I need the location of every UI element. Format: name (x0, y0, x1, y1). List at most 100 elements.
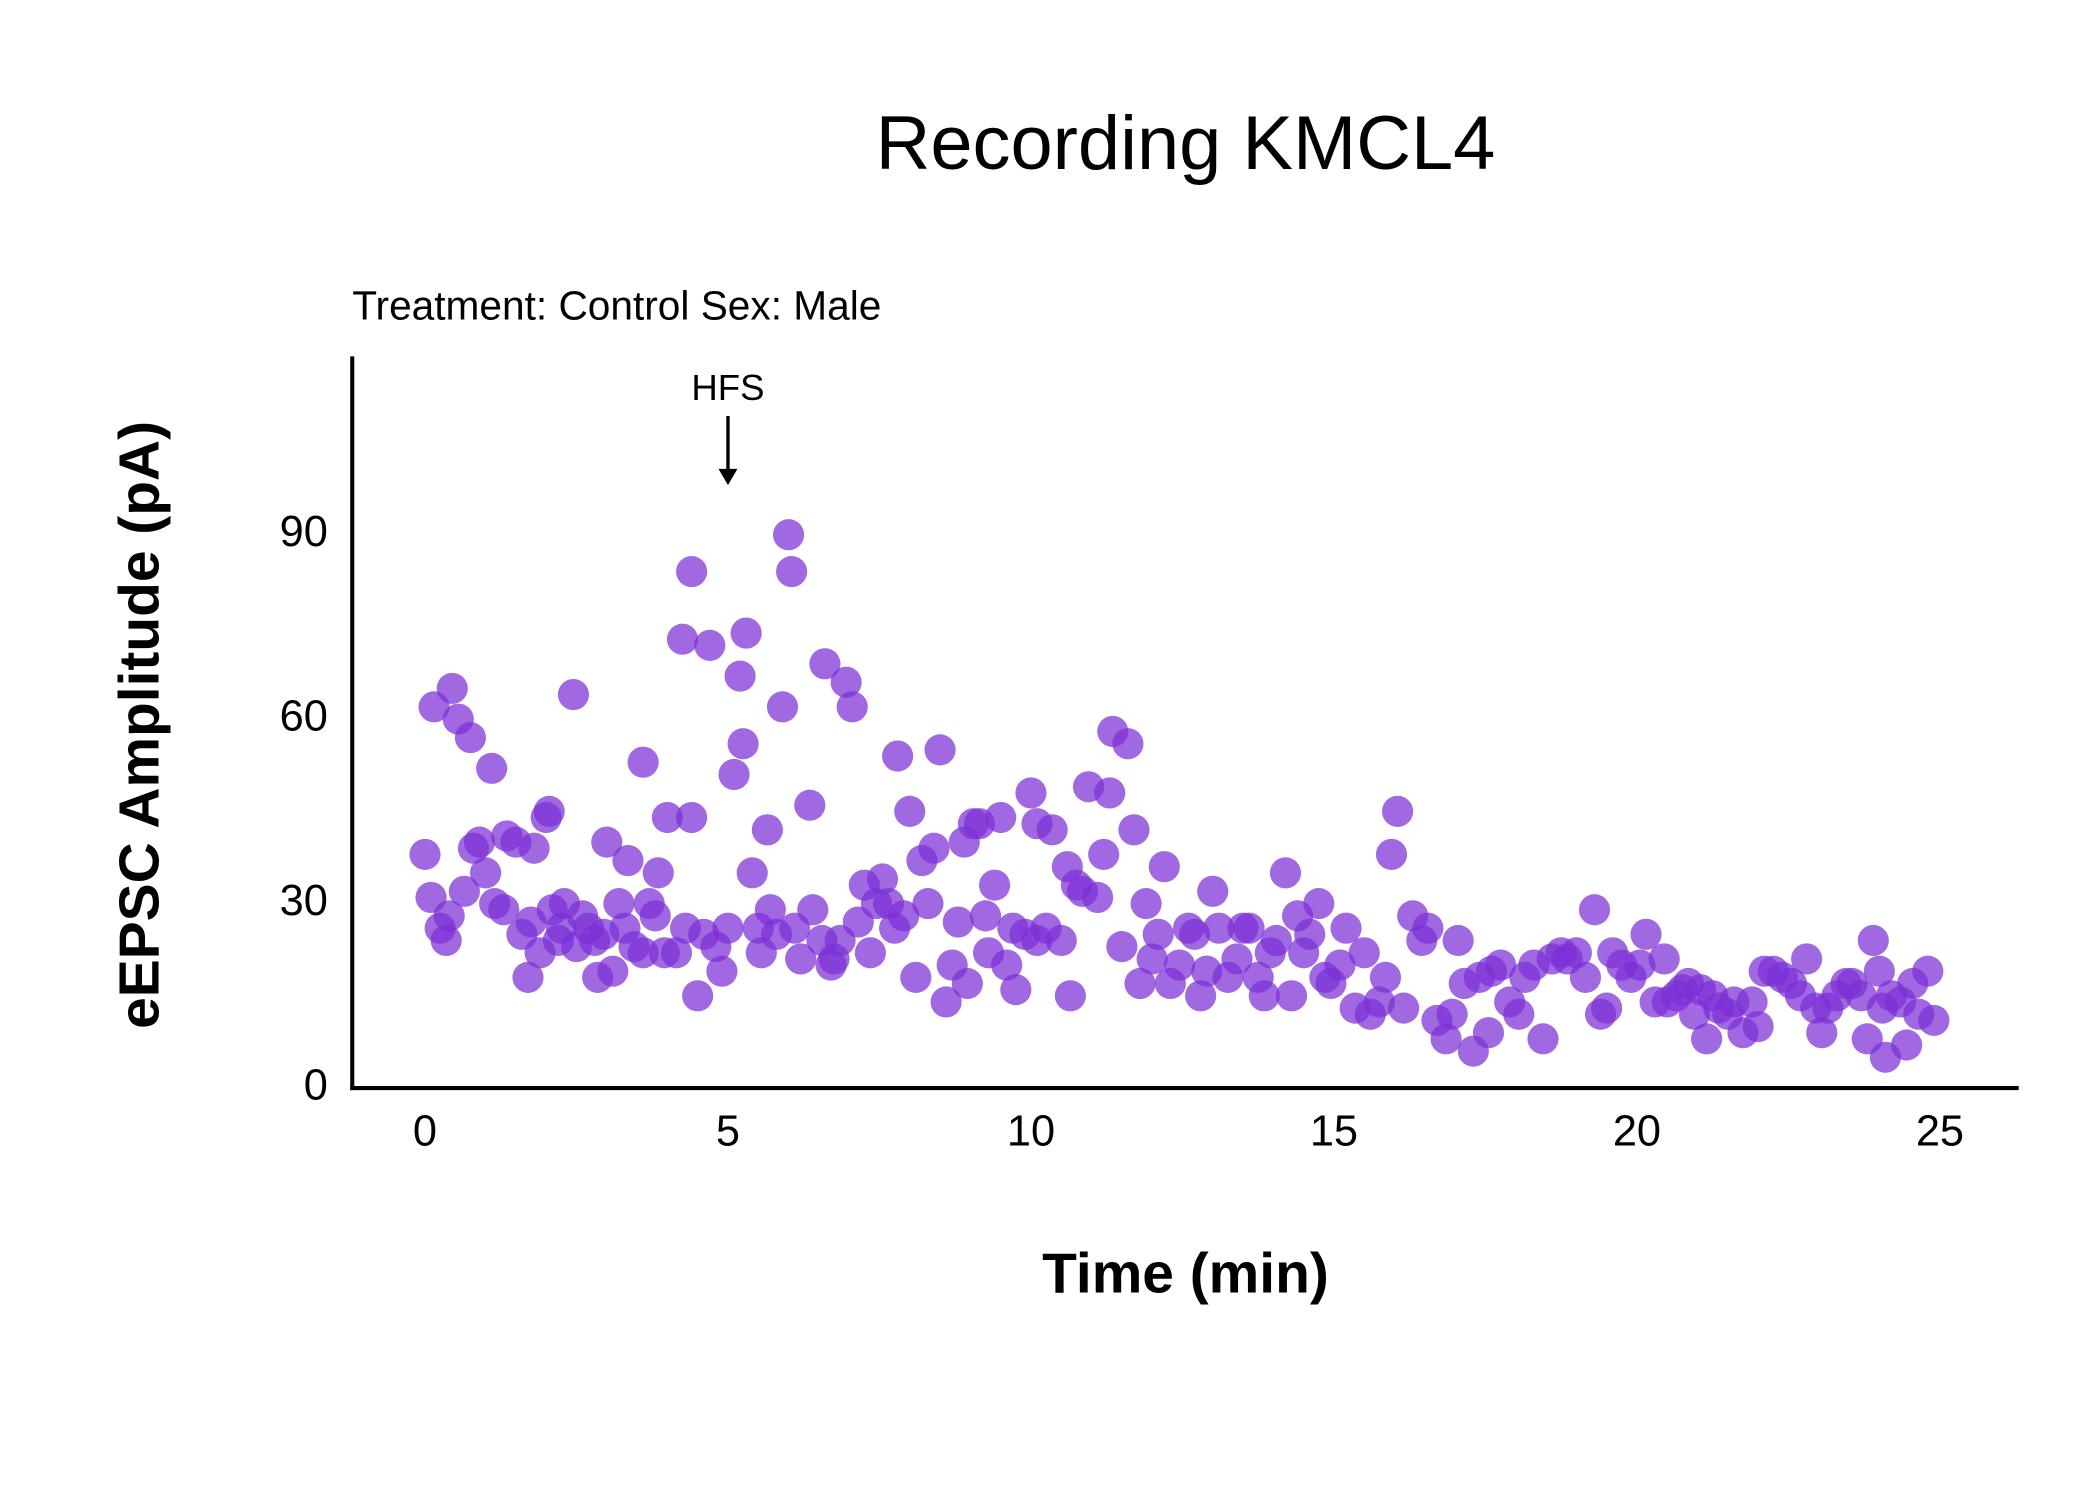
data-point (469, 857, 502, 889)
data-point (1648, 943, 1680, 975)
data-point (766, 691, 799, 723)
data-point (1000, 974, 1032, 1006)
data-point (736, 857, 768, 889)
data-point (1130, 888, 1162, 920)
data-point (1106, 931, 1138, 963)
data-point (512, 961, 544, 993)
x-tick-label: 15 (1310, 1108, 1358, 1156)
data-point (1233, 912, 1265, 944)
data-point (1045, 924, 1077, 957)
data-point (751, 814, 783, 846)
data-point (463, 826, 496, 858)
x-axis-label: Time (min) (1042, 1242, 1329, 1306)
data-point (448, 875, 480, 907)
data-point (1054, 980, 1086, 1012)
data-point (591, 826, 623, 858)
data-point (1197, 875, 1229, 907)
data-point (991, 949, 1023, 981)
data-point (1691, 1023, 1723, 1055)
data-point (1863, 955, 1895, 987)
data-point (930, 986, 962, 1018)
data-point (1485, 949, 1517, 981)
data-point (794, 789, 826, 821)
data-point (1381, 795, 1414, 827)
data-point (627, 746, 659, 778)
data-point (454, 722, 487, 754)
data-point (1124, 967, 1156, 1000)
data-point (772, 519, 805, 551)
data-point (1791, 943, 1823, 975)
y-axis-label: eEPSC Amplitude (pA) (108, 421, 172, 1029)
data-point (1082, 881, 1114, 914)
data-point (488, 894, 520, 926)
x-tick-label: 10 (1007, 1108, 1055, 1156)
chart-subtitle: Treatment: Control Sex: Male (352, 283, 881, 329)
data-point (985, 801, 1017, 834)
data-point (1269, 857, 1302, 889)
data-point (1112, 728, 1144, 760)
data-point (1472, 1017, 1505, 1049)
data-point (1185, 980, 1217, 1012)
y-tick-label: 60 (280, 693, 328, 741)
data-point (1178, 918, 1211, 950)
data-point (1369, 961, 1402, 993)
data-point (676, 556, 708, 588)
data-point (1303, 888, 1335, 920)
data-point (1203, 912, 1235, 944)
data-point (1142, 918, 1174, 950)
data-point (1527, 1023, 1559, 1055)
x-tick-label: 0 (413, 1108, 437, 1156)
data-point (603, 888, 635, 920)
data-point (1163, 949, 1196, 981)
data-point (1569, 961, 1602, 993)
data-point (1118, 814, 1150, 846)
data-point (1363, 986, 1395, 1018)
data-point (1294, 918, 1326, 950)
data-point (1560, 937, 1592, 969)
data-point (518, 832, 550, 864)
data-point (1857, 924, 1889, 957)
data-point (666, 623, 699, 655)
data-point (1348, 937, 1380, 969)
data-point (1388, 992, 1420, 1024)
data-point (754, 894, 786, 926)
data-point (918, 832, 950, 864)
data-point (888, 900, 920, 932)
data-point (718, 758, 750, 791)
data-point (1221, 943, 1253, 975)
annotation-arrowhead (718, 468, 738, 486)
data-point (533, 795, 565, 827)
x-tick-label: 5 (716, 1108, 740, 1156)
data-point (785, 943, 817, 975)
data-point (1806, 1017, 1838, 1049)
y-tick-label: 90 (280, 508, 328, 556)
data-point (730, 617, 762, 649)
data-point (1442, 924, 1474, 957)
data-point (1624, 949, 1656, 981)
data-point (727, 728, 759, 760)
chart-title: Recording KMCL4 (876, 101, 1496, 186)
data-point (1891, 1029, 1923, 1061)
data-point (1436, 998, 1468, 1030)
data-point (639, 900, 671, 932)
data-point (676, 801, 708, 834)
data-point (660, 937, 693, 969)
data-point (836, 691, 868, 723)
data-point (1375, 838, 1408, 870)
data-point (969, 900, 1002, 932)
data-point (1136, 943, 1168, 975)
data-point (430, 924, 462, 957)
data-point (1591, 992, 1623, 1024)
data-point (1088, 838, 1120, 870)
data-point (1736, 986, 1768, 1018)
data-point (694, 629, 726, 661)
data-point (979, 869, 1011, 901)
x-tick-label: 20 (1613, 1108, 1661, 1156)
data-point (1330, 912, 1362, 944)
data-point (557, 678, 590, 711)
data-point (1324, 949, 1356, 981)
data-point (776, 556, 808, 588)
x-tick-label: 25 (1916, 1108, 1964, 1156)
plot-area: 0 30 60 90 0 5 10 15 20 25 HFS (280, 356, 2019, 1156)
